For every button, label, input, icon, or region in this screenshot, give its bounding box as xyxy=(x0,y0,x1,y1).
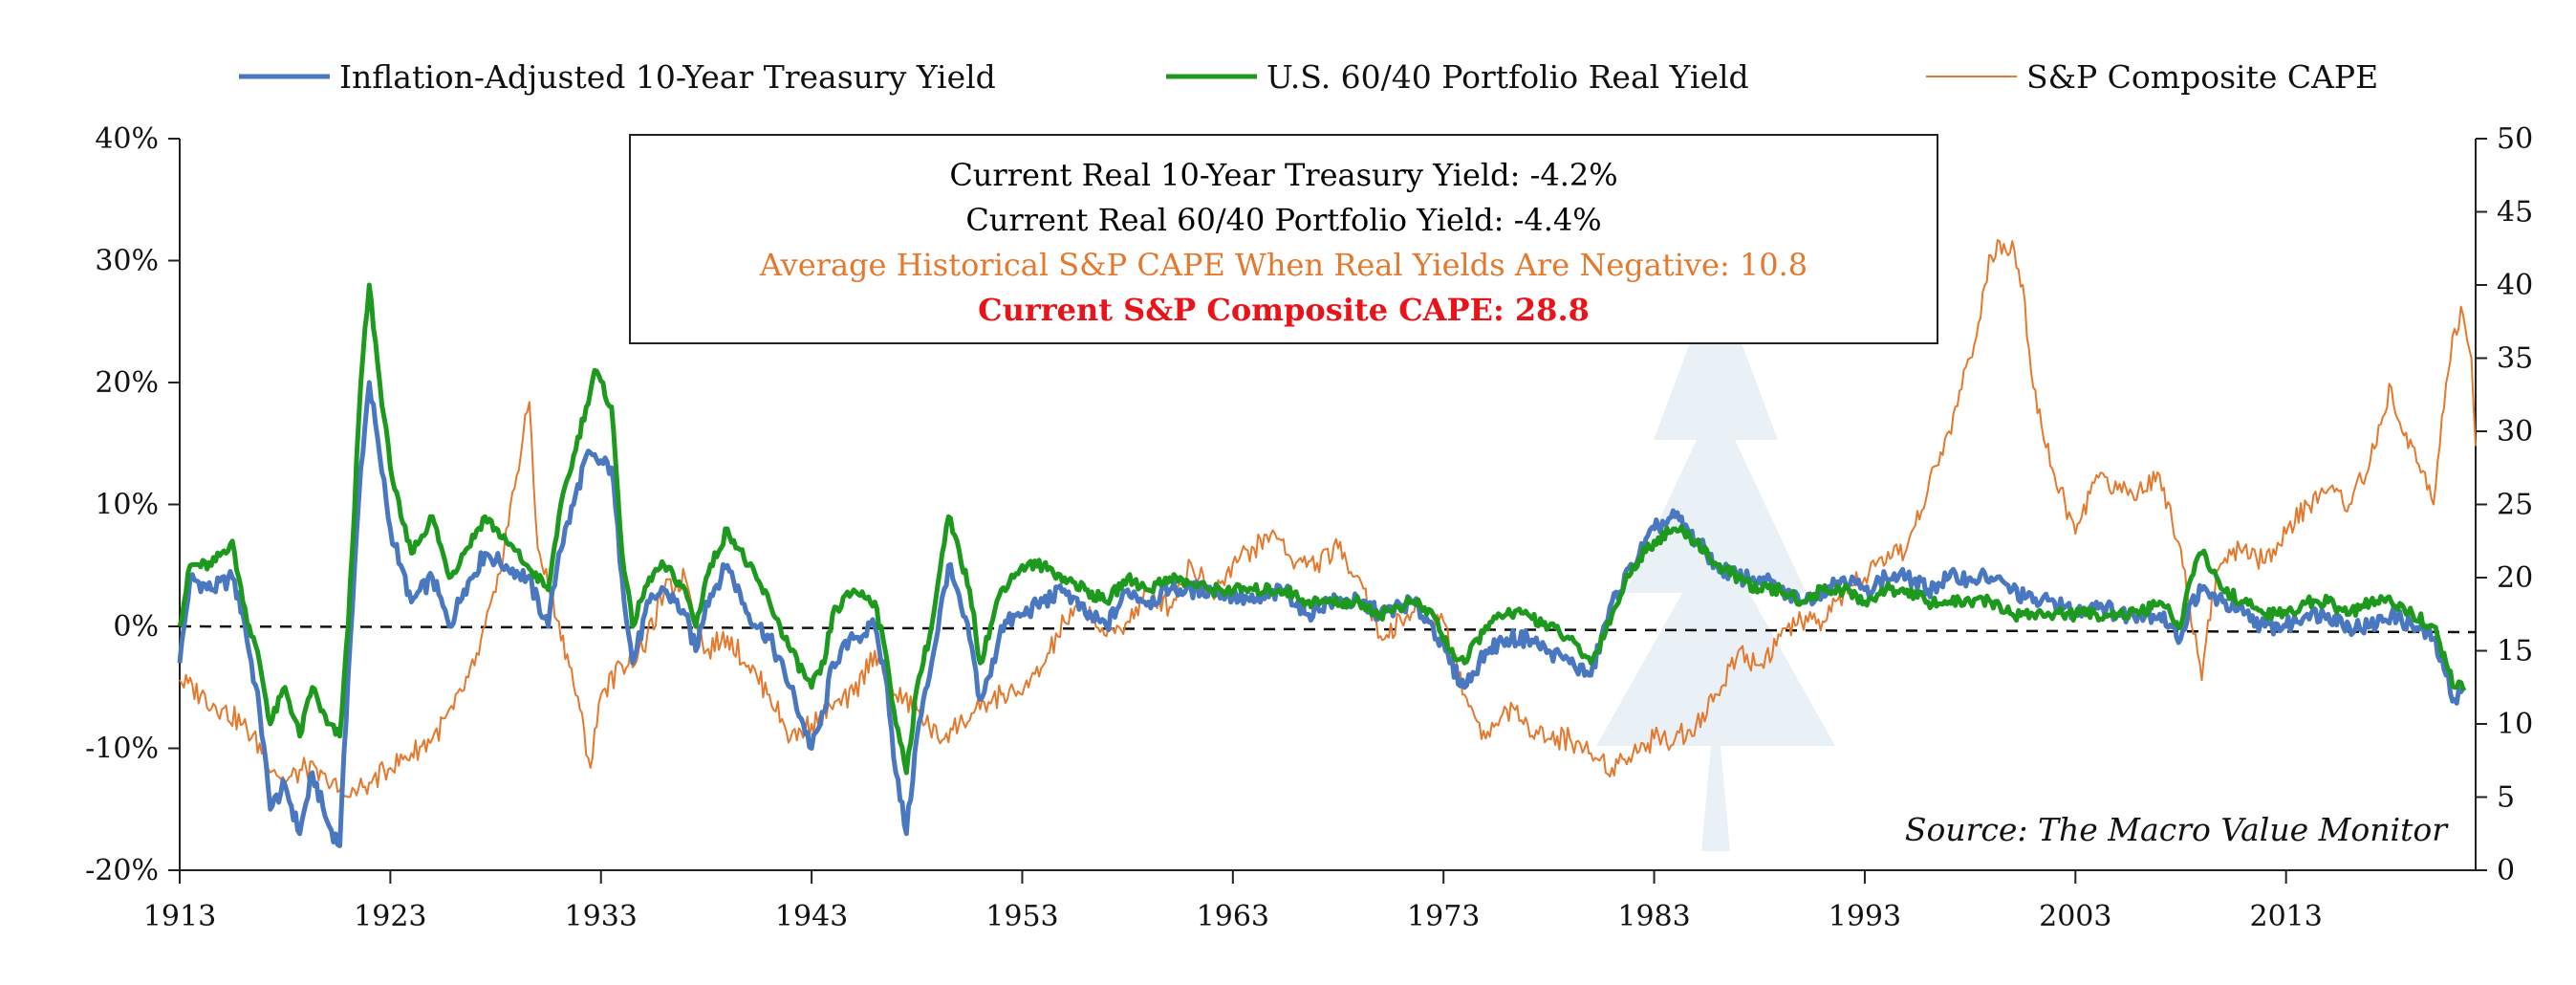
right-tick-label: 25 xyxy=(2497,489,2533,522)
left-tick-label: 20% xyxy=(95,366,159,400)
right-tick-label: 15 xyxy=(2497,635,2533,668)
tree-watermark xyxy=(1596,134,1835,851)
x-tick-label: 1963 xyxy=(1197,900,1269,933)
zero-line xyxy=(179,624,2477,634)
right-tick-label: 45 xyxy=(2497,196,2533,230)
x-tick-label: 1983 xyxy=(1617,900,1690,933)
source-note: Source: The Macro Value Monitor xyxy=(1904,811,2447,848)
right-tick-label: 0 xyxy=(2497,854,2515,887)
zero-line-group xyxy=(179,624,2477,634)
left-tick-label: 10% xyxy=(95,489,159,522)
series-portfolio-yield xyxy=(177,282,2467,776)
x-tick-label: 1953 xyxy=(985,900,1058,933)
right-tick-label: 40 xyxy=(2497,269,2533,302)
x-tick-label: 1933 xyxy=(565,900,638,933)
x-tick-label: 1923 xyxy=(354,900,426,933)
right-tick-label: 35 xyxy=(2497,342,2533,376)
chart-series xyxy=(177,239,2477,848)
info-average-cape: Average Historical S&P CAPE When Real Yi… xyxy=(759,247,1808,283)
right-tick-label: 20 xyxy=(2497,561,2533,595)
left-tick-label: -20% xyxy=(85,854,159,887)
x-tick-label: 2013 xyxy=(2249,900,2322,933)
legend-label-1: U.S. 60/40 Portfolio Real Yield xyxy=(1266,58,1749,96)
chart-axes: -20% -10% 0% 10% 20% 30% 40% 0 5 10 15 20 25 30 35 40 45… xyxy=(85,122,2533,933)
tree-watermark-shape xyxy=(1596,134,1835,851)
x-tick-label: 1913 xyxy=(143,900,216,933)
chart-legend: Inflation-Adjusted 10-Year Treasury Yiel… xyxy=(239,58,2378,96)
left-tick-label: 0% xyxy=(113,610,159,644)
right-tick-label: 30 xyxy=(2497,415,2533,449)
right-tick-label: 10 xyxy=(2497,708,2533,741)
info-box: Current Real 10-Year Treasury Yield: -4.… xyxy=(629,134,1938,344)
legend-label-2: S&P Composite CAPE xyxy=(2026,58,2378,96)
right-tick-label: 50 xyxy=(2497,122,2533,156)
info-current-cape: Current S&P Composite CAPE: 28.8 xyxy=(978,292,1590,328)
info-treasury-yield: Current Real 10-Year Treasury Yield: -4.… xyxy=(949,157,1618,193)
series-cape xyxy=(179,239,2477,799)
legend-label-0: Inflation-Adjusted 10-Year Treasury Yiel… xyxy=(339,58,996,96)
x-tick-label: 1973 xyxy=(1407,900,1480,933)
x-tick-label: 1993 xyxy=(1829,900,1901,933)
x-tick-label: 1943 xyxy=(775,900,848,933)
info-portfolio-yield: Current Real 60/40 Portfolio Yield: -4.4… xyxy=(965,202,1602,238)
left-tick-label: -10% xyxy=(85,733,159,766)
left-tick-label: 40% xyxy=(95,122,159,156)
right-tick-label: 5 xyxy=(2497,781,2515,815)
x-tick-label: 2003 xyxy=(2039,900,2111,933)
left-tick-label: 30% xyxy=(95,245,159,278)
